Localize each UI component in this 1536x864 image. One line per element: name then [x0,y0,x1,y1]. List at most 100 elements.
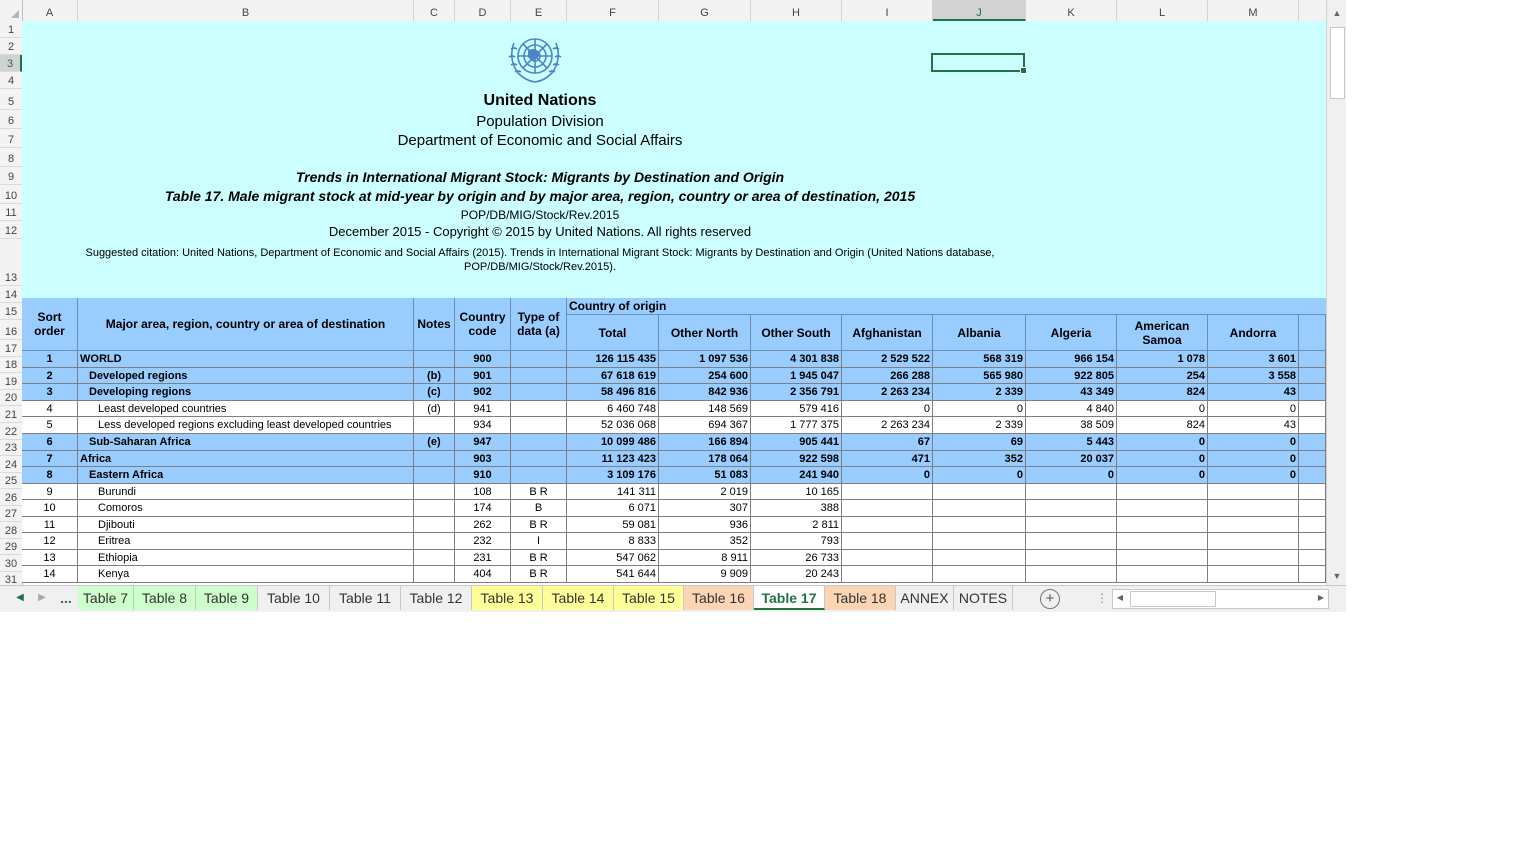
table-cell[interactable]: 5 443 [1026,434,1117,451]
row-header-13[interactable]: 13 [0,239,22,286]
table-cell[interactable]: 842 936 [659,384,751,401]
table-cell[interactable] [1299,451,1326,467]
table-cell[interactable]: 900 [455,351,511,368]
table-cell[interactable]: WORLD [78,351,414,368]
table-cell[interactable] [842,533,933,550]
table-cell[interactable] [933,566,1026,583]
table-cell[interactable]: 108 [455,484,511,500]
table-cell[interactable]: 1 078 [1117,351,1208,368]
row-header-26[interactable]: 26 [0,489,22,506]
table-cell[interactable] [1299,500,1326,517]
table-cell[interactable]: 1 [22,351,78,368]
scroll-down-icon[interactable]: ▼ [1332,571,1342,581]
table-cell[interactable] [1299,550,1326,566]
column-header-E[interactable]: E [511,0,567,21]
vertical-scrollbar[interactable]: ▲ ▼ [1326,0,1346,585]
column-header-J[interactable]: J [933,0,1026,21]
table-cell[interactable] [933,500,1026,517]
table-cell[interactable]: I [511,533,567,550]
table-cell[interactable]: 10 165 [751,484,842,500]
table-cell[interactable]: 52 036 068 [567,417,659,434]
table-cell[interactable] [1299,533,1326,550]
table-cell[interactable] [1208,500,1299,517]
table-cell[interactable]: 241 940 [751,467,842,484]
row-header-17[interactable]: 17 [0,340,22,357]
table-cell[interactable]: 43 [1208,417,1299,434]
table-cell[interactable]: 11 [22,517,78,533]
table-cell[interactable] [511,434,567,451]
sheet-tab-table-13[interactable]: Table 13 [472,586,543,610]
table-cell[interactable]: 1 097 536 [659,351,751,368]
sheet-tab-table-16[interactable]: Table 16 [684,586,754,610]
row-header-27[interactable]: 27 [0,506,22,522]
table-cell[interactable]: 547 062 [567,550,659,566]
table-cell[interactable] [1117,500,1208,517]
table-cell[interactable]: 10 099 486 [567,434,659,451]
table-cell[interactable]: 910 [455,467,511,484]
table-cell[interactable] [1299,417,1326,434]
table-cell[interactable]: 0 [842,401,933,417]
row-header-23[interactable]: 23 [0,440,22,456]
row-header-4[interactable]: 4 [0,72,22,89]
table-cell[interactable]: 67 [842,434,933,451]
table-cell[interactable]: 1 777 375 [751,417,842,434]
table-cell[interactable] [933,517,1026,533]
row-header-15[interactable]: 15 [0,303,22,320]
table-cell[interactable]: 67 618 619 [567,368,659,384]
table-cell[interactable] [414,500,455,517]
row-header-21[interactable]: 21 [0,406,22,423]
table-cell[interactable]: 934 [455,417,511,434]
table-cell[interactable]: 966 154 [1026,351,1117,368]
table-cell[interactable] [1117,517,1208,533]
table-cell[interactable]: Africa [78,451,414,467]
table-cell[interactable]: 8 911 [659,550,751,566]
table-cell[interactable]: 2 811 [751,517,842,533]
tab-splitter-icon[interactable]: ⋮ [1096,591,1108,605]
table-cell[interactable] [511,351,567,368]
table-cell[interactable]: 0 [1208,467,1299,484]
table-cell[interactable]: 178 064 [659,451,751,467]
row-header-20[interactable]: 20 [0,390,22,406]
table-cell[interactable] [414,533,455,550]
table-cell[interactable]: 565 980 [933,368,1026,384]
column-header-D[interactable]: D [455,0,511,21]
table-cell[interactable]: 9 [22,484,78,500]
table-cell[interactable]: Eastern Africa [78,467,414,484]
table-cell[interactable]: B R [511,484,567,500]
table-cell[interactable]: Ethiopia [78,550,414,566]
table-cell[interactable] [933,533,1026,550]
row-header-29[interactable]: 29 [0,539,22,555]
table-cell[interactable] [933,484,1026,500]
table-cell[interactable]: 0 [933,467,1026,484]
table-cell[interactable] [842,550,933,566]
table-cell[interactable]: 0 [933,401,1026,417]
table-cell[interactable]: 4 840 [1026,401,1117,417]
table-cell[interactable]: 2 019 [659,484,751,500]
table-cell[interactable]: 0 [1208,401,1299,417]
row-header-12[interactable]: 12 [0,221,22,239]
row-header-2[interactable]: 2 [0,38,22,55]
table-cell[interactable]: 2 263 234 [842,417,933,434]
table-cell[interactable]: 0 [1117,401,1208,417]
table-cell[interactable]: B [511,500,567,517]
scroll-up-icon[interactable]: ▲ [1332,8,1342,18]
sheet-tab-notes[interactable]: NOTES [954,586,1013,610]
table-cell[interactable] [1299,566,1326,583]
table-cell[interactable]: 8 [22,467,78,484]
column-header-F[interactable]: F [567,0,659,21]
table-cell[interactable]: 352 [933,451,1026,467]
table-cell[interactable]: 0 [1208,451,1299,467]
table-cell[interactable] [933,550,1026,566]
sheet-tab-table-8[interactable]: Table 8 [134,586,196,610]
sheet-tab-table-12[interactable]: Table 12 [401,586,472,610]
table-cell[interactable] [414,484,455,500]
table-cell[interactable]: 0 [1208,434,1299,451]
table-cell[interactable] [842,517,933,533]
table-cell[interactable]: 3 109 176 [567,467,659,484]
row-header-11[interactable]: 11 [0,204,22,221]
select-all-corner[interactable] [0,0,23,21]
column-header-K[interactable]: K [1026,0,1117,21]
table-cell[interactable]: 541 644 [567,566,659,583]
table-cell[interactable] [414,351,455,368]
sheet-tab-annex[interactable]: ANNEX [896,586,954,610]
